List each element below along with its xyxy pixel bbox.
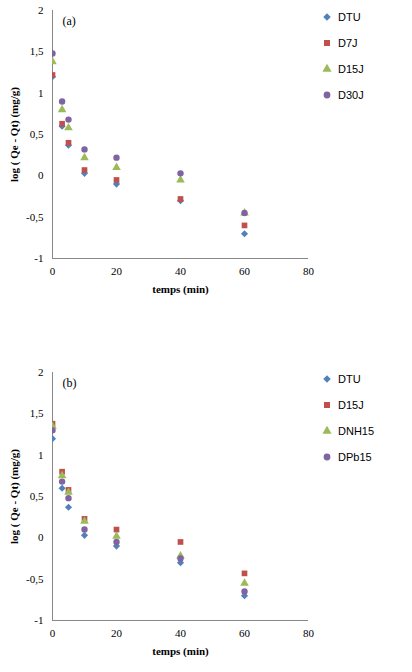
svg-text:0: 0 bbox=[38, 531, 44, 543]
svg-text:2: 2 bbox=[38, 366, 44, 378]
svg-text:80: 80 bbox=[303, 265, 315, 277]
svg-text:log ( Qe - Qt) (mg/g): log ( Qe - Qt) (mg/g) bbox=[8, 449, 21, 544]
svg-text:-0,5: -0,5 bbox=[26, 211, 44, 223]
svg-text:40: 40 bbox=[175, 627, 187, 639]
svg-text:temps (min): temps (min) bbox=[152, 645, 209, 658]
svg-text:60: 60 bbox=[239, 627, 251, 639]
html-text:D30J: D30J bbox=[338, 89, 364, 101]
svg-text:2: 2 bbox=[38, 4, 44, 16]
svg-text:0: 0 bbox=[50, 627, 56, 639]
svg-text:-1: -1 bbox=[34, 614, 43, 626]
svg-text:0: 0 bbox=[38, 169, 44, 181]
svg-text:80: 80 bbox=[303, 627, 315, 639]
svg-text:60: 60 bbox=[239, 265, 251, 277]
html-text:DPb15: DPb15 bbox=[338, 451, 372, 463]
svg-text:(b): (b) bbox=[63, 376, 77, 390]
svg-text:1,5: 1,5 bbox=[30, 45, 44, 57]
svg-text:40: 40 bbox=[175, 265, 187, 277]
svg-text:log ( Qe - Qt) (mg/g): log ( Qe - Qt) (mg/g) bbox=[8, 87, 21, 182]
html-text:DTU: DTU bbox=[338, 373, 361, 385]
html-text:D7J: D7J bbox=[338, 37, 358, 49]
html-text:D15J: D15J bbox=[338, 63, 364, 75]
svg-text:-0,5: -0,5 bbox=[26, 573, 44, 585]
html-text:DTU: DTU bbox=[338, 11, 361, 23]
svg-text:(a): (a) bbox=[63, 14, 76, 28]
svg-text:0: 0 bbox=[50, 265, 56, 277]
svg-text:1,5: 1,5 bbox=[30, 407, 44, 419]
svg-text:0,5: 0,5 bbox=[30, 490, 44, 502]
svg-text:-1: -1 bbox=[34, 252, 43, 264]
svg-text:1: 1 bbox=[38, 87, 44, 99]
svg-text:0,5: 0,5 bbox=[30, 128, 44, 140]
html-text:DNH15: DNH15 bbox=[338, 425, 375, 437]
html-text:D15J: D15J bbox=[338, 399, 364, 411]
svg-text:20: 20 bbox=[111, 265, 123, 277]
svg-text:temps (min): temps (min) bbox=[152, 283, 209, 296]
svg-text:20: 20 bbox=[111, 627, 123, 639]
svg-text:1: 1 bbox=[38, 449, 44, 461]
